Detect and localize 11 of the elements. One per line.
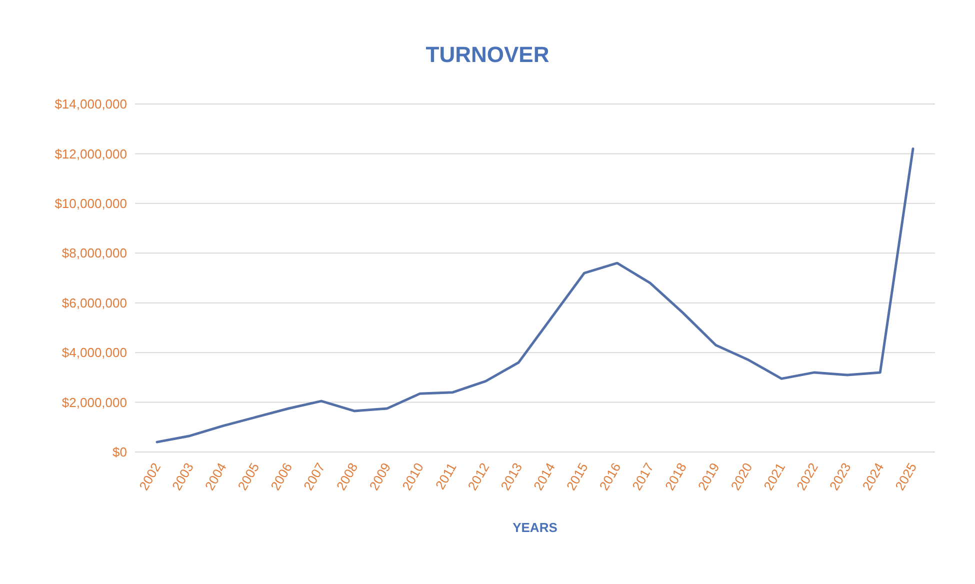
y-tick-label: $10,000,000 (54, 196, 127, 211)
y-tick-label: $12,000,000 (54, 146, 127, 162)
y-tick-label: $2,000,000 (62, 394, 127, 410)
chart-title: TURNOVER (426, 42, 550, 67)
y-tick-label: $8,000,000 (62, 246, 127, 261)
y-tick-label: $6,000,000 (62, 295, 127, 310)
line-series (156, 147, 914, 444)
x-axis-title: YEARS (512, 520, 558, 535)
y-tick-label: $4,000,000 (62, 345, 127, 360)
y-tick-label: $0 (112, 444, 127, 460)
y-tick-label: $14,000,000 (54, 96, 127, 112)
